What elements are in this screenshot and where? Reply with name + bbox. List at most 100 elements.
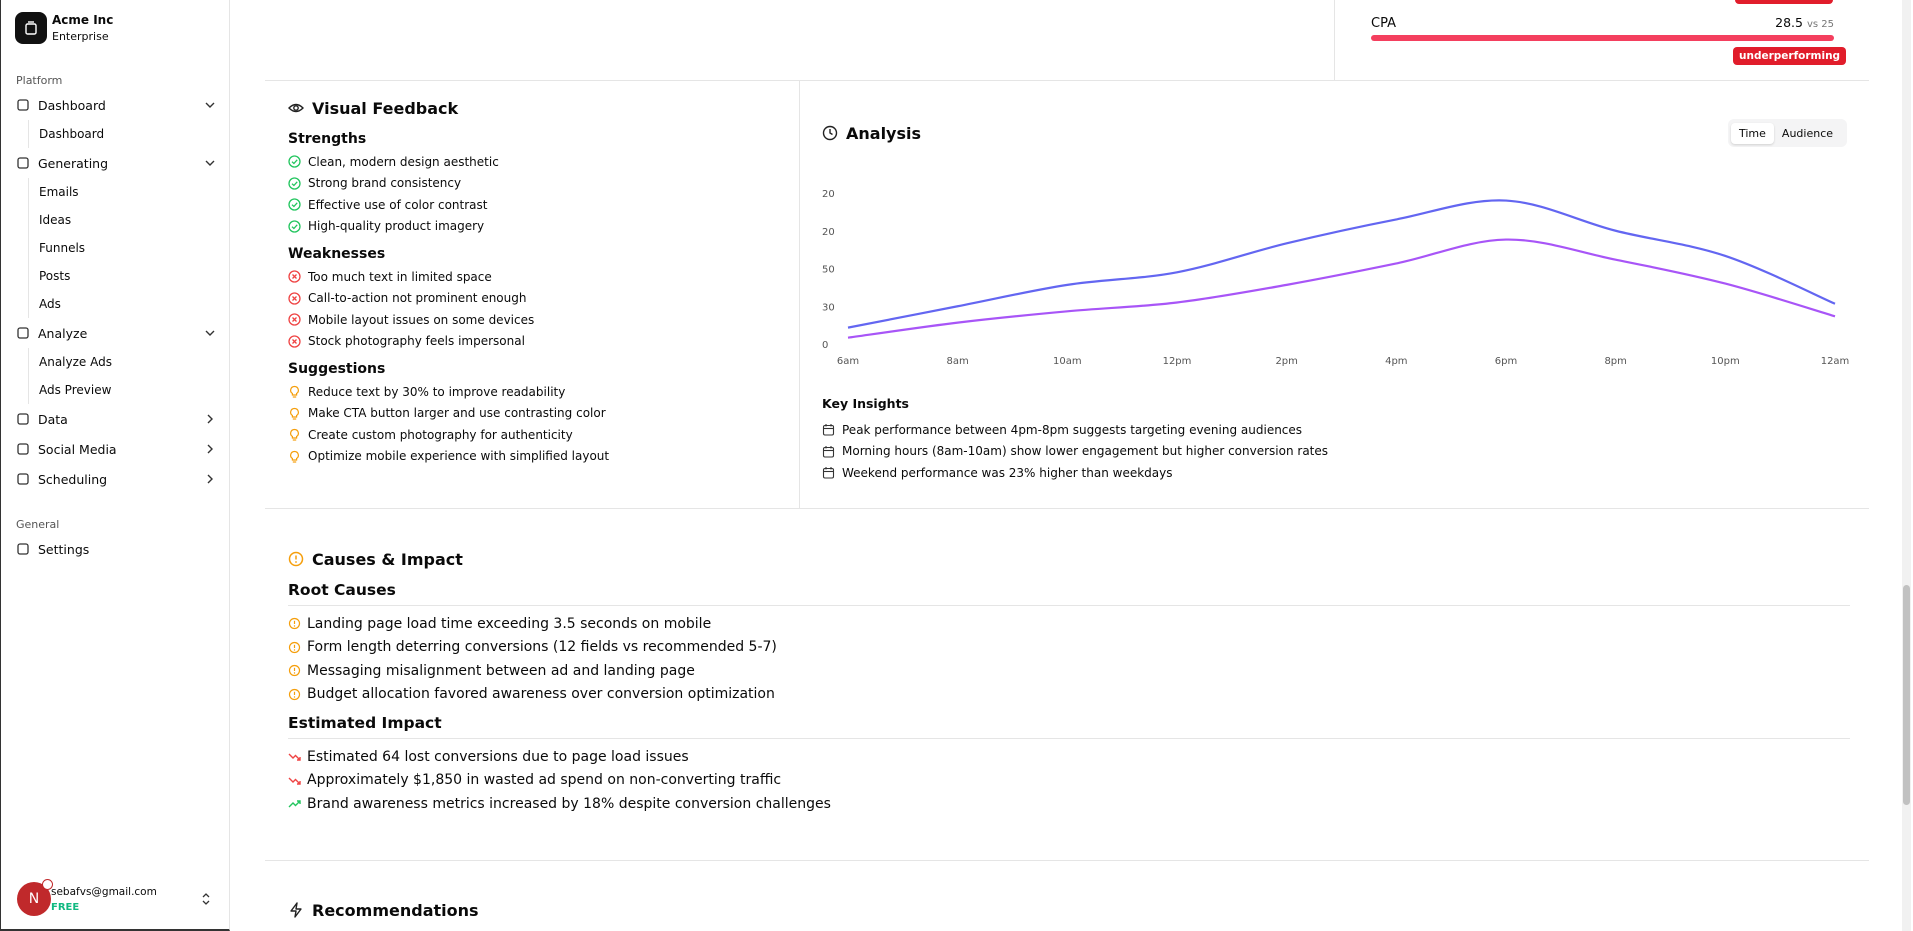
metric-bar xyxy=(1371,35,1834,41)
org-plan: Enterprise xyxy=(52,30,109,43)
nav-subitem[interactable]: Funnels xyxy=(28,234,229,262)
nav-subitem[interactable]: Posts xyxy=(28,262,229,290)
weakness-icon xyxy=(288,335,301,348)
sidebar: Acme Inc Enterprise Platform Dashboard Das… xyxy=(0,0,230,931)
calendar-icon xyxy=(822,424,835,436)
cause-text: Landing page load time exceeding 3.5 sec… xyxy=(307,615,712,632)
title-text: Analysis xyxy=(846,123,922,143)
group-heading: Suggestions xyxy=(288,361,386,377)
nav-icon xyxy=(17,327,29,339)
title-text: Causes & Impact xyxy=(312,549,463,569)
nav-group-label: General xyxy=(16,518,60,531)
nav-label: Analyze xyxy=(38,325,88,341)
scrollbar-thumb[interactable] xyxy=(1903,585,1910,805)
nav-subitem[interactable]: Ads xyxy=(28,290,229,318)
cause-text: Estimated 64 lost conversions due to pag… xyxy=(307,748,689,765)
user-plan: FREE xyxy=(51,902,80,913)
x-tick-label: 4pm xyxy=(1385,356,1407,367)
nav-item[interactable]: Generating xyxy=(1,148,229,178)
x-tick-label: 8am xyxy=(947,356,969,367)
cause-text: Form length deterring conversions (12 fi… xyxy=(307,639,777,656)
trend-up-icon xyxy=(288,800,301,808)
tab[interactable]: Audience xyxy=(1781,126,1834,140)
x-tick-label: 6pm xyxy=(1495,356,1517,367)
line-series xyxy=(847,199,1836,329)
feedback-item: High-quality product imagery xyxy=(288,216,788,238)
metric-target: vs 25 xyxy=(1806,19,1834,30)
cause-text: Messaging misalignment between ad and la… xyxy=(307,662,695,679)
nav-label: Scheduling xyxy=(38,471,108,487)
nav-subitem[interactable]: Analyze Ads xyxy=(28,348,229,376)
nav-subitem[interactable]: Emails xyxy=(28,178,229,206)
chart: 0 30 50 20 20 6am 8am 10am 12pm 2pm 4pm 6pm 8pm 10pm 1… xyxy=(822,189,1850,367)
trend-down-icon xyxy=(288,753,301,761)
x-tick-label: 8pm xyxy=(1604,356,1626,367)
insight-text: Peak performance between 4pm-8pm suggest… xyxy=(842,422,1303,437)
nav-item[interactable]: Scheduling xyxy=(1,464,229,494)
nav-icon xyxy=(17,443,29,455)
divider xyxy=(265,80,1869,81)
line-series xyxy=(847,238,1836,339)
x-tick-label: 2pm xyxy=(1275,356,1297,367)
feedback-item: Effective use of color contrast xyxy=(288,194,788,216)
suggestion-icon xyxy=(290,429,299,441)
insight-text: Morning hours (8am-10am) show lower enga… xyxy=(842,444,1329,459)
divider xyxy=(265,508,1869,509)
section-title: Visual Feedback xyxy=(288,96,788,120)
nav-subitem[interactable]: Dashboard xyxy=(28,120,229,148)
nav-subitem[interactable]: Ads Preview xyxy=(28,376,229,404)
strength-icon xyxy=(288,177,301,190)
nav-item[interactable]: Social Media xyxy=(1,434,229,464)
clock-icon xyxy=(822,125,838,141)
visual-feedback: Visual Feedback Strengths Clean, modern d… xyxy=(288,96,788,467)
item-text: Too much text in limited space xyxy=(308,269,492,284)
nav-icon xyxy=(17,157,29,169)
feedback-item: Clean, modern design aesthetic xyxy=(288,151,788,173)
group-heading: Strengths xyxy=(288,131,367,147)
user-email: sebafvs@gmail.com xyxy=(51,886,157,898)
x-tick-label: 10pm xyxy=(1711,356,1740,367)
insight-item: Morning hours (8am-10am) show lower enga… xyxy=(822,441,1328,463)
metric-status: underperforming xyxy=(1733,47,1847,65)
nav-subitem[interactable]: Ideas xyxy=(28,206,229,234)
section-heading: Root Causes xyxy=(288,581,1850,606)
item-text: Mobile layout issues on some devices xyxy=(308,312,535,327)
item-text: Reduce text by 30% to improve readabilit… xyxy=(308,384,566,399)
feedback-item: Call-to-action not prominent enough xyxy=(288,288,788,310)
nav-item[interactable]: Data xyxy=(1,404,229,434)
nav-label: Dashboard xyxy=(38,97,106,113)
chevron xyxy=(207,474,213,484)
org-logo xyxy=(15,12,47,44)
logo-icon xyxy=(25,21,37,35)
alert-icon xyxy=(288,688,301,700)
section-title: Analysis xyxy=(822,121,921,145)
chevron xyxy=(205,102,215,108)
strength-icon xyxy=(288,198,301,211)
tab[interactable]: Time xyxy=(1731,122,1774,144)
nav: Platform Dashboard Dashboard Generating Emai… xyxy=(1,70,229,564)
nav-item[interactable]: Analyze xyxy=(1,318,229,348)
nav-icon xyxy=(17,413,29,425)
item-text: Effective use of color contrast xyxy=(308,197,488,212)
feedback-item: Too much text in limited space xyxy=(288,266,788,288)
y-tick-label: 20 xyxy=(822,189,835,200)
nav-item[interactable]: Dashboard xyxy=(1,90,229,120)
nav-icon xyxy=(17,473,29,485)
trend-down-icon xyxy=(288,777,301,785)
strength-icon xyxy=(288,220,301,233)
x-tick-label: 12am xyxy=(1821,356,1850,367)
chevron xyxy=(207,444,213,454)
user-menu-toggle[interactable] xyxy=(201,892,211,906)
suggestion-icon xyxy=(290,407,299,420)
org-name: Acme Inc xyxy=(52,13,114,27)
tab-switcher: Time Audience xyxy=(1728,119,1847,147)
x-tick-label: 12pm xyxy=(1163,356,1192,367)
x-tick-label: 6am xyxy=(837,356,859,367)
feedback-item: Optimize mobile experience with simplifi… xyxy=(288,446,788,468)
nav-item[interactable]: Settings xyxy=(1,534,229,564)
feedback-item: Mobile layout issues on some devices xyxy=(288,309,788,331)
feedback-item: Stock photography feels impersonal xyxy=(288,331,788,353)
cause-item: Approximately $1,850 in wasted ad spend … xyxy=(288,769,1850,793)
section-title: Causes & Impact xyxy=(288,547,1850,571)
